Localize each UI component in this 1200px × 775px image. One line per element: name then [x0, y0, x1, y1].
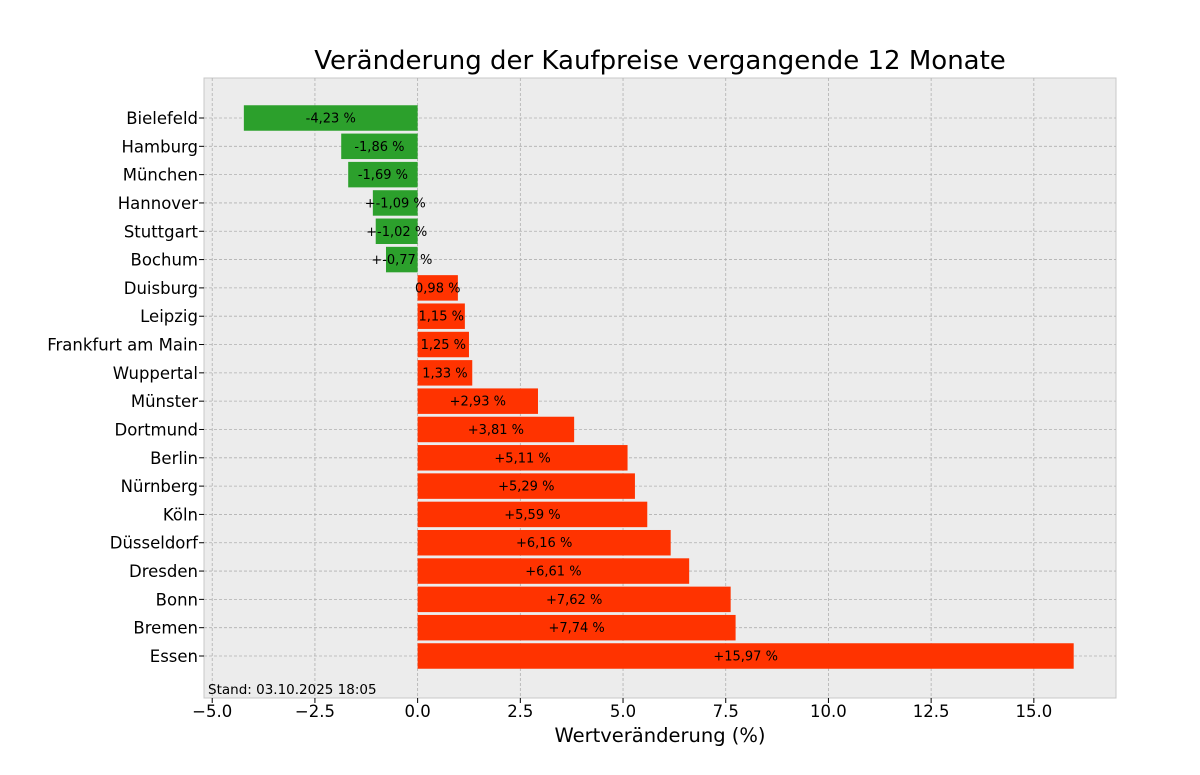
- y-tick-label: Bremen: [133, 619, 198, 638]
- bar-value-label: +7,74 %: [548, 621, 604, 636]
- bar: [417, 501, 648, 528]
- bar: [417, 331, 469, 358]
- y-tick-label: Essen: [150, 647, 198, 666]
- bar-value-label: 1,25 %: [421, 338, 466, 353]
- x-tick-label: −5.0: [192, 702, 232, 721]
- bar-value-label: -4,23 %: [306, 112, 356, 127]
- x-axis: −5.0 −2.5 0.0 2.5 5.0 7.5 10.0 12.5 15.0: [192, 698, 1052, 721]
- y-tick-label: Münster: [131, 392, 198, 411]
- bar-value-label: +7,62 %: [546, 593, 602, 608]
- y-tick-label: Bonn: [156, 590, 198, 609]
- bar: [417, 416, 575, 443]
- bar-value-label: -1,69 %: [358, 168, 408, 183]
- bar: [341, 133, 418, 160]
- y-tick-label: Hannover: [118, 194, 198, 213]
- y-tick-label: Nürnberg: [121, 477, 198, 496]
- y-tick-label: Stuttgart: [124, 222, 199, 241]
- bar: [417, 529, 671, 556]
- x-tick-label: 12.5: [913, 702, 950, 721]
- x-tick-label: 15.0: [1015, 702, 1052, 721]
- bar-value-label: +15,97 %: [713, 650, 778, 665]
- bar-value-label: +5,11 %: [494, 451, 550, 466]
- x-tick-label: 0.0: [404, 702, 430, 721]
- y-tick-label: München: [123, 166, 198, 185]
- bar-value-label: +-1,02 %: [366, 225, 427, 240]
- y-tick-label: Bochum: [131, 251, 198, 270]
- x-tick-label: 2.5: [507, 702, 533, 721]
- bar: [417, 275, 458, 301]
- y-tick-label: Berlin: [150, 449, 198, 468]
- bar: [385, 246, 418, 273]
- bar-labels: -4,23 % -1,86 % -1,69 % +-1,09 % +-1,02 % +-0…: [306, 112, 778, 665]
- bar: [375, 218, 418, 245]
- bar-value-label: +5,59 %: [504, 508, 560, 523]
- y-axis: Bielefeld Hamburg München Hannover Stuttgart…: [47, 109, 204, 666]
- y-tick-label: Frankfurt am Main: [47, 336, 198, 355]
- bar-value-label: +2,93 %: [450, 395, 506, 410]
- y-tick-label: Hamburg: [122, 137, 199, 156]
- y-tick-label: Dortmund: [114, 420, 198, 439]
- bar: [243, 105, 418, 131]
- bar-value-label: -1,86 %: [354, 140, 404, 155]
- x-tick-label: 7.5: [713, 702, 739, 721]
- y-tick-label: Dresden: [129, 562, 198, 581]
- bar: [417, 473, 635, 499]
- y-tick-label: Duisburg: [124, 279, 198, 298]
- bar-value-label: 1,33 %: [422, 366, 467, 381]
- bar-value-label: +-0,77 %: [371, 253, 432, 268]
- bar: [417, 586, 731, 613]
- y-tick-label: Leipzig: [140, 307, 198, 326]
- bar: [417, 614, 736, 641]
- bar-value-label: 1,15 %: [419, 310, 464, 325]
- bar-value-label: +6,16 %: [516, 536, 572, 551]
- bars: [243, 105, 1074, 669]
- y-tick-label: Düsseldorf: [110, 534, 199, 553]
- bar: [417, 643, 1074, 669]
- bar: [372, 190, 418, 216]
- bar: [417, 558, 690, 584]
- bar-value-label: +5,29 %: [498, 480, 554, 495]
- bar: [417, 445, 628, 471]
- x-tick-label: −2.5: [295, 702, 335, 721]
- x-tick-label: 10.0: [810, 702, 847, 721]
- bar: [417, 303, 465, 329]
- bar: [417, 360, 473, 386]
- chart-title: Veränderung der Kaufpreise vergangende 1…: [314, 46, 1006, 76]
- x-axis-label: Wertveränderung (%): [554, 724, 765, 747]
- y-tick-label: Wuppertal: [113, 364, 198, 383]
- x-tick-label: 5.0: [610, 702, 636, 721]
- bar-value-label: 0,98 %: [415, 281, 460, 296]
- bar-value-label: +3,81 %: [468, 423, 524, 438]
- bar: [348, 161, 418, 188]
- bar-value-label: +6,61 %: [525, 565, 581, 580]
- y-tick-label: Köln: [163, 505, 198, 524]
- y-tick-label: Bielefeld: [126, 109, 198, 128]
- bar-value-label: +-1,09 %: [365, 196, 426, 211]
- bar: [417, 388, 538, 414]
- timestamp-annotation: Stand: 03.10.2025 18:05: [208, 682, 377, 698]
